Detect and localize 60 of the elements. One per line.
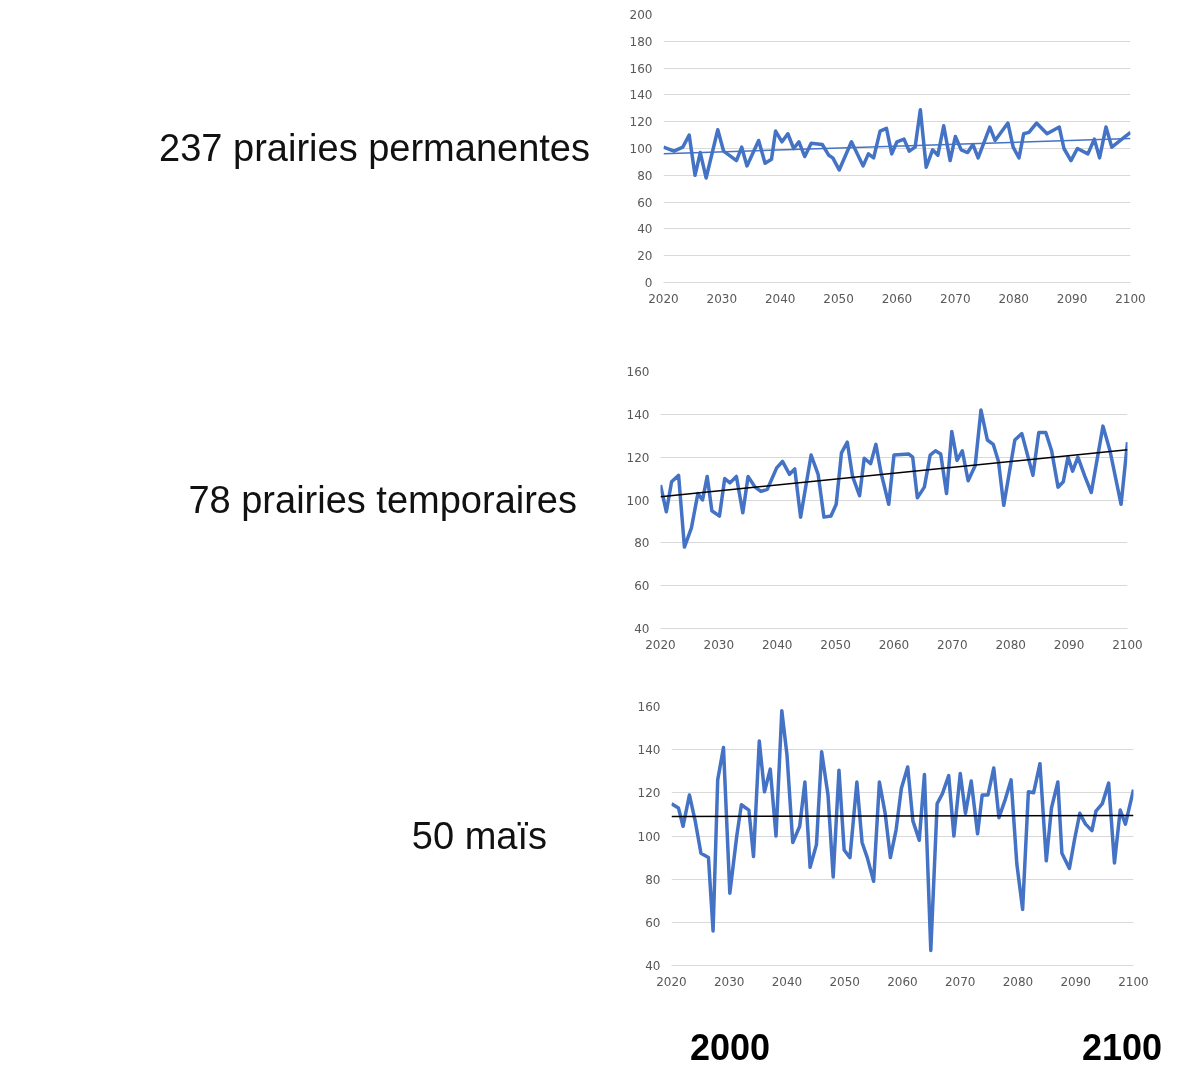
text: 2100 bbox=[1080, 1026, 1164, 1067]
x-tick-label: 2040 bbox=[771, 974, 803, 989]
x-tick-label: 2100 bbox=[1115, 291, 1146, 306]
y-tick-label: 140 bbox=[626, 407, 650, 422]
x-tick-label: 2090 bbox=[1060, 974, 1092, 989]
y-tick-label: 40 bbox=[634, 622, 650, 636]
text: 237 prairies permanentes bbox=[159, 126, 590, 171]
y-tick-label: 80 bbox=[637, 168, 653, 183]
x-tick-label: 2020 bbox=[648, 291, 679, 306]
y-tick-label: 40 bbox=[645, 959, 661, 973]
y-tick-label: 120 bbox=[626, 450, 650, 465]
y-tick-label: 100 bbox=[629, 142, 653, 156]
y-tick-label: 200 bbox=[629, 8, 653, 22]
x-tick-label: 2040 bbox=[764, 291, 796, 306]
x-tick-label: 2080 bbox=[995, 637, 1027, 652]
y-tick-label: 80 bbox=[634, 536, 650, 551]
x-tick-label: 2050 bbox=[823, 291, 854, 306]
y-tick-label: 160 bbox=[626, 365, 650, 379]
text: 50 maïs bbox=[411, 813, 547, 859]
x-tick-label: 2030 bbox=[713, 974, 745, 989]
x-tick-label: 2080 bbox=[998, 291, 1030, 306]
x-tick-label: 2060 bbox=[887, 974, 918, 989]
y-tick-label: 80 bbox=[645, 872, 661, 887]
x-tick-label: 2090 bbox=[1056, 291, 1088, 306]
y-tick-label: 160 bbox=[629, 61, 653, 76]
y-tick-label: 120 bbox=[637, 786, 661, 801]
y-tick-label: 20 bbox=[637, 249, 653, 264]
y-tick-label: 60 bbox=[637, 195, 653, 210]
y-tick-label: 120 bbox=[629, 115, 653, 130]
line-series bbox=[663, 107, 1131, 180]
x-tick-label: 2030 bbox=[703, 637, 735, 652]
y-tick-label: 100 bbox=[626, 493, 650, 508]
text: 78 prairies temporaires bbox=[188, 477, 577, 523]
y-tick-label: 160 bbox=[637, 700, 661, 714]
x-tick-label: 2070 bbox=[944, 974, 976, 989]
x-tick-label: 2040 bbox=[761, 637, 793, 652]
text: 2000 bbox=[688, 1026, 772, 1067]
x-tick-label: 2020 bbox=[656, 974, 687, 989]
y-tick-label: 140 bbox=[629, 88, 653, 103]
y-tick-label: 140 bbox=[637, 743, 661, 758]
y-tick-label: 60 bbox=[645, 915, 661, 930]
line-series bbox=[671, 709, 1134, 953]
x-tick-label: 2060 bbox=[881, 291, 913, 306]
x-tick-label: 2080 bbox=[1002, 974, 1034, 989]
x-tick-label: 2100 bbox=[1118, 974, 1149, 989]
x-tick-label: 2050 bbox=[829, 974, 861, 989]
y-tick-label: 100 bbox=[637, 829, 661, 844]
x-tick-label: 2050 bbox=[820, 637, 851, 652]
x-tick-label: 2030 bbox=[706, 291, 738, 306]
x-tick-label: 2070 bbox=[937, 637, 968, 652]
x-tick-label: 2090 bbox=[1053, 637, 1085, 652]
y-tick-label: 60 bbox=[634, 579, 650, 594]
y-tick-label: 180 bbox=[629, 34, 653, 49]
x-tick-label: 2060 bbox=[878, 637, 910, 652]
x-tick-label: 2020 bbox=[645, 637, 676, 652]
y-tick-label: 40 bbox=[637, 222, 653, 237]
x-tick-label: 2070 bbox=[940, 291, 971, 306]
x-tick-label: 2100 bbox=[1112, 637, 1143, 652]
y-tick-label: 0 bbox=[644, 276, 653, 290]
line-series bbox=[660, 408, 1128, 549]
